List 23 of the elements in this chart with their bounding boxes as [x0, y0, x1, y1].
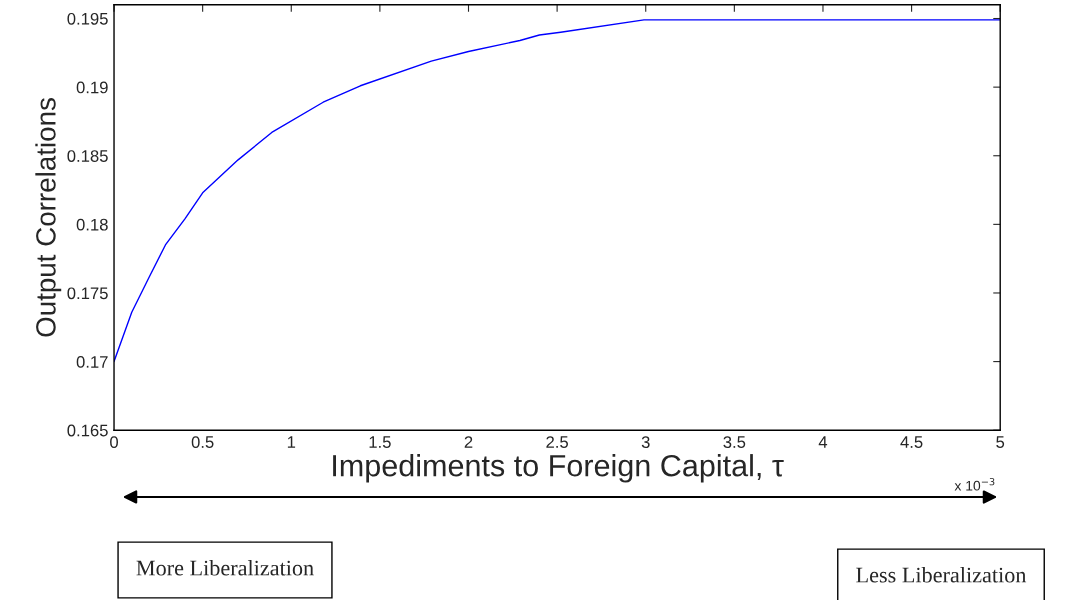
text: More Liberalization	[136, 559, 314, 576]
x-tick-label: 2.5	[546, 436, 568, 448]
x-tick-label: 1	[287, 436, 296, 448]
x-tick-label: 3.5	[723, 436, 746, 448]
x-tick-label: 5	[996, 436, 1005, 448]
y-tick-label: 0.19	[76, 81, 108, 94]
x-tick-label: 0.5	[191, 436, 214, 448]
y-tick-label: 0.175	[67, 287, 108, 300]
x-axis-title: Impediments to Foreign Capital, τ	[333, 454, 784, 483]
y-tick-label: 0.17	[76, 355, 108, 368]
text: Less Liberalization	[856, 566, 1027, 583]
y-tick-label: 0.195	[67, 12, 108, 25]
y-tick-label: 0.185	[67, 150, 108, 162]
x-tick-label: 3	[641, 436, 650, 448]
text: x 10$^{−3}$	[954, 477, 995, 491]
x-tick-label: 0	[110, 436, 119, 448]
y-axis-title: Output Correlations	[35, 98, 62, 337]
x-tick-label: 2	[464, 436, 473, 448]
x-tick-label: 1.5	[369, 436, 391, 448]
x-tick-label: 4.5	[900, 436, 923, 448]
y-tick-label: 0.18	[76, 218, 108, 231]
x-tick-label: 4	[818, 436, 828, 448]
y-tick-label: 0.165	[67, 424, 108, 437]
